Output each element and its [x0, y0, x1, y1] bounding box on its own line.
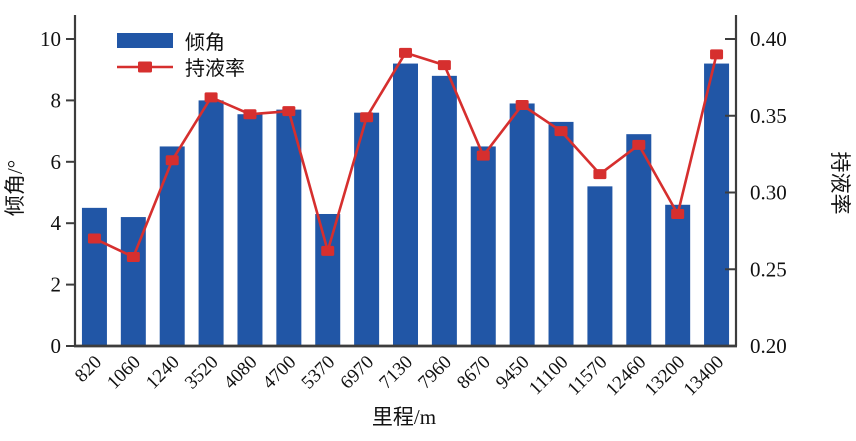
- legend-line-marker-icon: [138, 61, 152, 73]
- right-tick-label: 0.25: [750, 257, 787, 281]
- line-layer: [87, 47, 724, 262]
- bar: [159, 146, 185, 346]
- right-axis-title: 持液率: [828, 152, 852, 215]
- line-marker: [204, 92, 218, 103]
- bar: [431, 75, 457, 346]
- x-tick-label: 12460: [602, 352, 650, 400]
- line-marker: [671, 208, 685, 219]
- bar: [276, 109, 302, 346]
- left-axis-title: 倾角/°: [3, 160, 27, 216]
- right-tick-label: 0.35: [750, 104, 787, 128]
- line-marker: [360, 112, 374, 123]
- x-tick-label: 11100: [525, 352, 572, 399]
- line-marker: [399, 47, 412, 58]
- x-tick-label: 3520: [181, 352, 223, 394]
- left-tick-label: 10: [40, 27, 61, 51]
- bar: [393, 63, 418, 347]
- line-marker: [165, 155, 179, 166]
- x-tick-label: 1060: [103, 352, 145, 394]
- right-tick-label: 0.20: [750, 334, 787, 358]
- x-tick-label: 7130: [375, 352, 417, 394]
- x-tick-label: 5370: [298, 352, 340, 394]
- legend-bar-swatch: [117, 33, 173, 48]
- bar: [81, 207, 107, 346]
- line-marker: [437, 60, 451, 71]
- x-tick-label: 4080: [220, 352, 262, 394]
- line-marker: [87, 233, 101, 244]
- x-tick-label: 4700: [259, 352, 301, 394]
- right-tick-label: 0.40: [750, 27, 787, 51]
- right-tick-label: 0.30: [750, 181, 787, 205]
- line-marker: [554, 126, 568, 137]
- line-marker: [282, 106, 296, 117]
- line-marker: [476, 150, 490, 161]
- x-tick-label: 7960: [414, 352, 456, 394]
- x-tick-label: 11570: [564, 352, 612, 400]
- bar: [237, 114, 263, 346]
- x-tick-label: 1240: [142, 352, 184, 394]
- legend-bar-label: 倾角: [185, 31, 225, 54]
- line-marker: [593, 169, 607, 180]
- bar: [704, 63, 730, 347]
- line-marker: [321, 245, 335, 256]
- left-tick-label: 8: [51, 88, 62, 112]
- bar: [509, 103, 535, 346]
- bar: [587, 186, 613, 346]
- line-marker: [632, 139, 646, 150]
- legend: 倾角 持液率: [117, 31, 245, 80]
- x-tick-label: 13400: [680, 352, 728, 400]
- line-marker: [710, 49, 724, 60]
- bar: [198, 100, 224, 347]
- bar: [548, 121, 574, 346]
- x-tick-label: 8670: [453, 352, 495, 394]
- x-tick-label: 6970: [336, 352, 378, 394]
- x-tick-label: 820: [71, 352, 106, 387]
- bar: [665, 204, 691, 346]
- legend-line-label: 持液率: [185, 57, 245, 80]
- left-tick-label: 6: [51, 150, 62, 174]
- line-marker: [126, 251, 140, 262]
- x-tick-label: 13200: [641, 352, 689, 400]
- line-marker: [243, 109, 257, 120]
- left-tick-label: 0: [51, 334, 62, 358]
- bar: [626, 134, 652, 346]
- bar: [354, 112, 380, 347]
- x-axis-title: 里程/m: [372, 405, 436, 429]
- bar: [315, 213, 341, 346]
- bar: [470, 146, 496, 346]
- left-tick-label: 2: [51, 273, 62, 297]
- line-marker: [515, 100, 529, 111]
- left-tick-label: 4: [51, 211, 62, 235]
- bars-layer: [81, 63, 730, 347]
